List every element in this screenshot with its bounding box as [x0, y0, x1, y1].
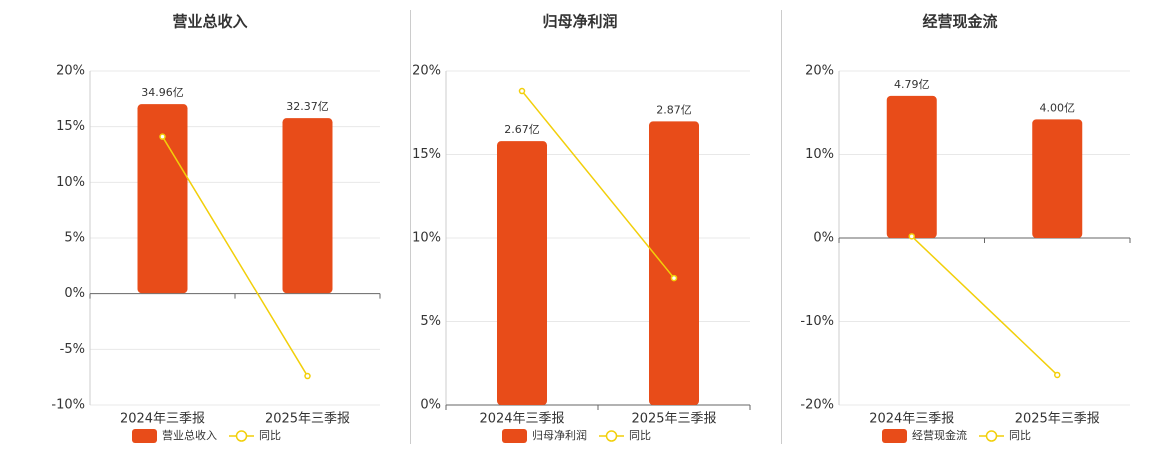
- bar: [282, 118, 333, 294]
- line: [161, 136, 309, 377]
- x-tick-label: 2024年三季报: [479, 412, 564, 427]
- y-tick-label: 0%: [420, 398, 441, 413]
- line-point: [304, 372, 311, 380]
- line-point: [1054, 371, 1061, 379]
- legend-swatch: [882, 429, 907, 443]
- y-tick-label: 0%: [64, 286, 85, 301]
- y-tick-label: 15%: [56, 119, 85, 134]
- chart-title: 营业总收入: [172, 13, 247, 31]
- value-label: 2.87亿: [656, 103, 692, 116]
- legend-swatch: [502, 429, 527, 443]
- y-tick-label: -5%: [60, 342, 85, 357]
- line: [911, 235, 1058, 376]
- y-tick-label: 20%: [56, 64, 85, 79]
- x-tick-label: 2025年三季报: [1015, 412, 1100, 427]
- x-tick-label: 2025年三季报: [631, 412, 716, 427]
- legend-marker: [985, 430, 998, 442]
- x-tick-label: 2024年三季报: [869, 412, 954, 427]
- legend-label: 经营现金流: [912, 428, 967, 442]
- y-tick-label: 15%: [412, 147, 441, 162]
- legend-label: 同比: [259, 429, 281, 442]
- value-label: 4.79亿: [894, 78, 930, 91]
- value-label: 32.37亿: [286, 100, 329, 113]
- y-tick-label: 0%: [813, 231, 834, 246]
- line-point: [908, 233, 915, 240]
- bar: [886, 95, 937, 238]
- chart-title: 经营现金流: [922, 13, 997, 31]
- y-tick-label: 10%: [412, 231, 441, 246]
- bar: [649, 121, 699, 405]
- y-tick-label: 5%: [420, 314, 441, 329]
- y-tick-label: 20%: [412, 64, 441, 79]
- y-tick-label: -20%: [800, 398, 834, 413]
- line-point: [670, 274, 678, 282]
- y-tick-label: 10%: [56, 175, 85, 190]
- legend-marker: [235, 430, 248, 442]
- bar: [497, 141, 547, 405]
- legend-marker: [605, 430, 618, 442]
- y-tick-label: 20%: [805, 64, 834, 79]
- legend-label: 归母净利润: [532, 428, 587, 442]
- legend-label: 同比: [1009, 429, 1031, 442]
- value-label: 4.00亿: [1040, 101, 1076, 114]
- x-tick-label: 2024年三季报: [120, 412, 205, 427]
- value-label: 2.67亿: [504, 123, 540, 136]
- y-tick-label: 10%: [805, 147, 834, 162]
- y-tick-label: 5%: [64, 231, 85, 246]
- legend-label: 营业总收入: [162, 428, 217, 442]
- legend-label: 同比: [629, 429, 651, 442]
- x-tick-label: 2025年三季报: [265, 412, 350, 427]
- y-tick-label: -10%: [51, 398, 85, 413]
- y-tick-label: -10%: [800, 314, 834, 329]
- line: [521, 90, 675, 279]
- bar: [137, 104, 188, 294]
- bar: [1032, 119, 1083, 238]
- line-point: [159, 133, 166, 140]
- line-point: [518, 87, 526, 95]
- chart-title: 归母净利润: [542, 13, 617, 31]
- legend-swatch: [132, 429, 157, 443]
- value-label: 34.96亿: [141, 86, 184, 99]
